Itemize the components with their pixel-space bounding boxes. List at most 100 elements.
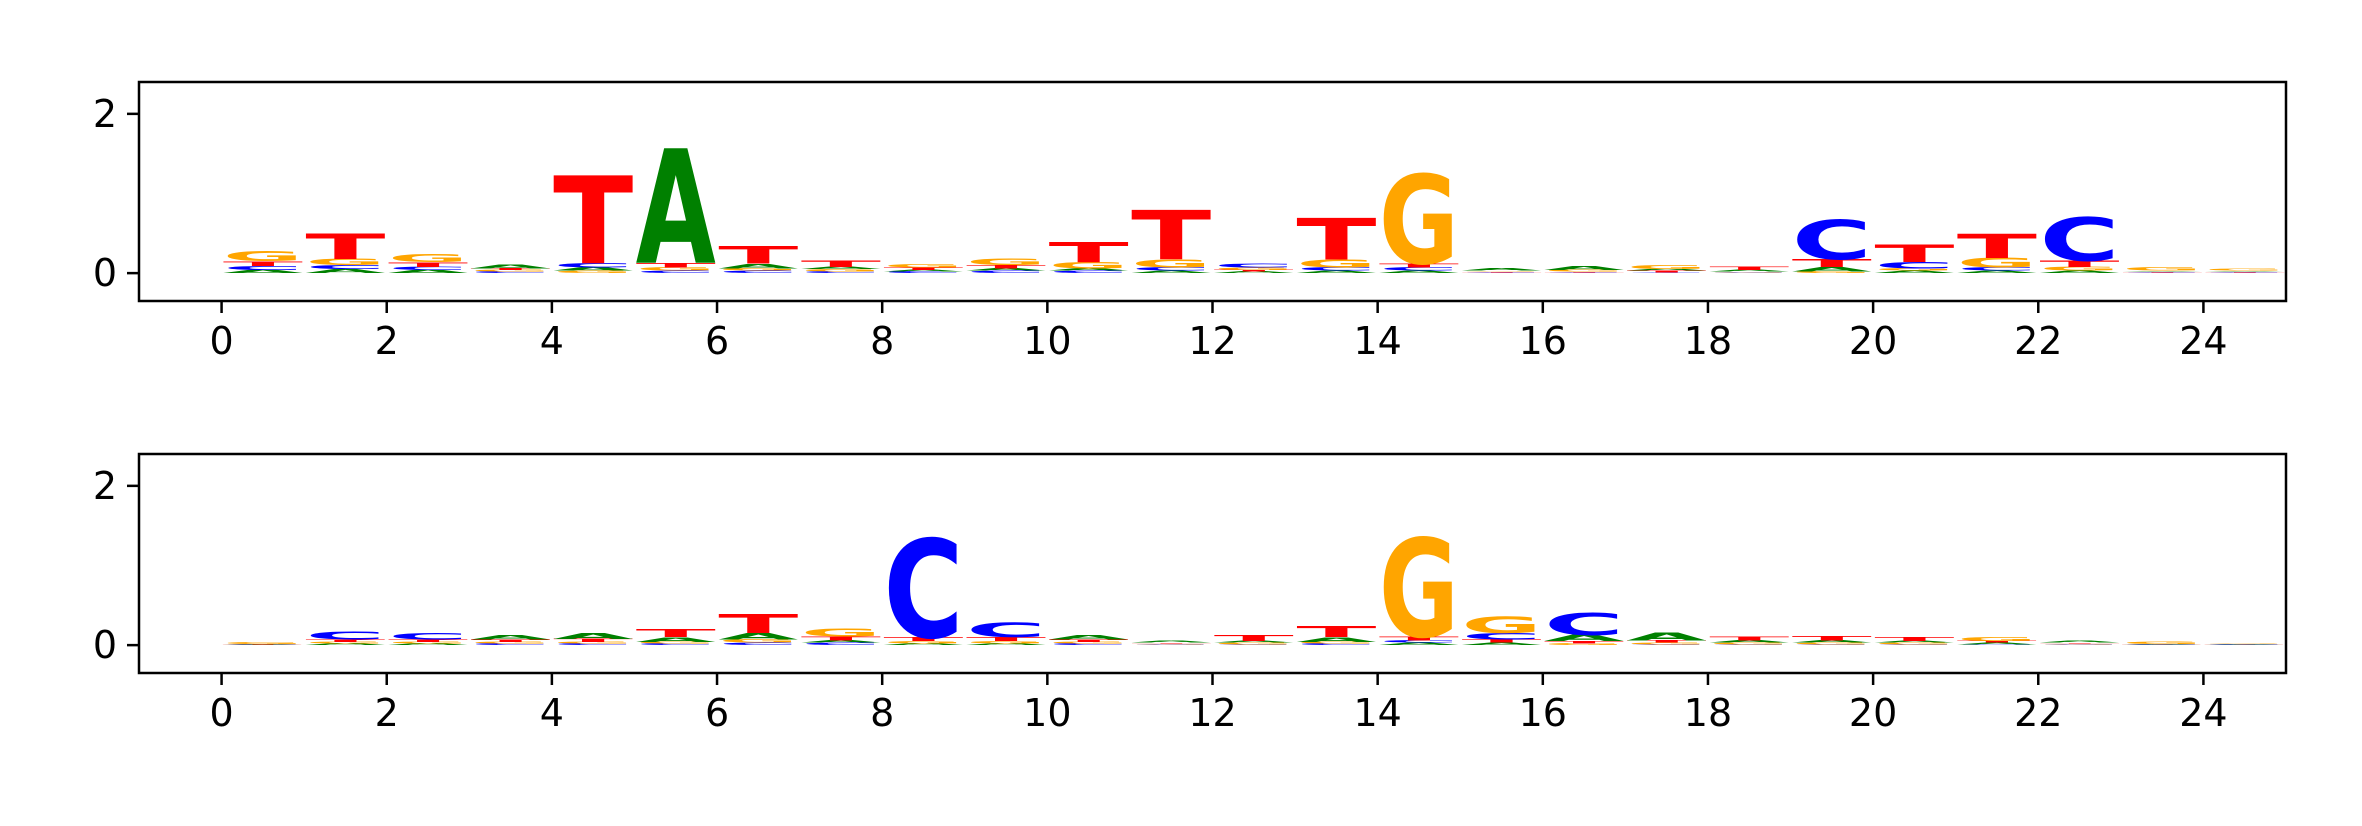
logo-letter-G-pos-2: G [388, 642, 468, 645]
logo-letter-G-pos-20: G [1874, 642, 1954, 645]
logo-letter-G-pos-14: G [1379, 511, 1459, 668]
logo-letter-A-pos-3: A [471, 634, 551, 642]
x-tick-label: 8 [870, 319, 894, 363]
logo-letter-G-pos-6: G [718, 639, 798, 644]
logo-letter-G-pos-7: G [801, 269, 881, 273]
logo-letter-G-pos-20: G [1874, 268, 1954, 272]
logo-letter-T-pos-0: T [223, 260, 303, 268]
y-tick-label: 0 [93, 623, 117, 667]
logo-letter-C-pos-23: C [2122, 272, 2202, 273]
logo-letter-T-pos-23: T [2122, 271, 2203, 272]
logo-letter-A-pos-0: A [223, 645, 304, 646]
logo-letter-G-pos-16: G [1544, 270, 1624, 273]
logo-letter-A-pos-16: A [1544, 265, 1624, 271]
x-tick-label: 10 [1023, 691, 1071, 735]
logo-letter-C-pos-12: C [1214, 263, 1294, 269]
logo-letter-T-pos-8: T [883, 267, 964, 271]
logo-letter-T-pos-17: T [1627, 640, 1708, 644]
logo-letter-A-pos-1: A [305, 643, 386, 646]
logo-letter-T-pos-8: T [883, 636, 964, 642]
logo-letter-C-pos-22: C [2040, 644, 2120, 645]
logo-letter-C-pos-24: C [2205, 272, 2285, 273]
logo-letter-C-pos-10: C [1049, 643, 1129, 646]
logo-letter-G-pos-8: G [883, 641, 963, 645]
logo-letter-A-pos-2: A [388, 269, 469, 274]
logo-letter-G-pos-7: G [801, 626, 881, 639]
logo-letter-A-pos-6: A [718, 262, 798, 270]
logo-letter-T-pos-24: T [2205, 644, 2286, 645]
logo-letter-T-pos-5: T [636, 261, 716, 269]
logo-letter-G-pos-13: G [1296, 258, 1376, 271]
logo-letter-A-pos-10: A [1049, 268, 1130, 272]
logo-letter-G-pos-21: G [1957, 636, 2037, 642]
logo-letter-C-pos-8: C [883, 512, 963, 669]
logo-letter-A-pos-10: A [1049, 634, 1129, 642]
logo-letter-A-pos-3: A [471, 263, 551, 269]
logo-letter-A-pos-18: A [1709, 640, 1790, 644]
logo-letter-C-pos-12: C [1214, 644, 1294, 645]
logo-letter-C-pos-15: C [1461, 632, 1541, 642]
y-tick-label: 0 [93, 251, 117, 295]
logo-letter-T-pos-11: T [1131, 643, 1212, 644]
logo-letter-G-pos-21: G [1957, 256, 2037, 271]
logo-letter-T-pos-15: T [1461, 271, 1542, 272]
logo-letter-C-pos-2: C [388, 266, 468, 271]
logo-letter-A-pos-1: A [305, 268, 385, 274]
logo-letter-C-pos-5: C [636, 643, 716, 646]
logo-letter-C-pos-5: C [636, 270, 716, 274]
logo-letter-C-pos-11: C [1131, 644, 1211, 645]
logo-letter-C-pos-14: C [1379, 640, 1459, 644]
logo-letter-T-pos-19: T [1792, 257, 1872, 270]
logo-letter-A-pos-24: A [2205, 271, 2286, 272]
logo-letter-C-pos-9: C [966, 270, 1046, 274]
logo-letter-A-pos-13: A [1296, 270, 1377, 274]
logo-letter-G-pos-18: G [1709, 642, 1789, 645]
x-tick-label: 22 [2014, 691, 2062, 735]
logo-letter-A-pos-8: A [883, 643, 964, 646]
logo-letter-T-pos-18: T [1709, 635, 1790, 641]
logo-letter-T-pos-20: T [1874, 240, 1954, 268]
logo-letter-G-pos-9: G [966, 257, 1046, 267]
logo-letter-C-pos-6: C [718, 642, 798, 646]
logo-letter-T-pos-3: T [471, 639, 552, 643]
x-tick-label: 12 [1188, 319, 1236, 363]
x-tick-label: 20 [1849, 691, 1897, 735]
logo-letter-G-pos-10: G [1049, 260, 1129, 270]
x-tick-label: 14 [1353, 691, 1401, 735]
y-tick-label: 2 [93, 464, 117, 508]
logo-letter-G-pos-5: G [636, 267, 716, 272]
logo-letter-A-pos-20: A [1874, 270, 1955, 274]
logo-letter-T-pos-15: T [1461, 639, 1542, 644]
logo-letter-G-pos-24: G [2205, 643, 2285, 644]
logo-letter-T-pos-14: T [1379, 635, 1460, 641]
logo-letter-A-pos-11: A [1131, 270, 1212, 274]
logo-letter-G-pos-2: G [388, 252, 468, 265]
logo-letter-A-pos-22: A [2040, 270, 2121, 274]
logo-letter-A-pos-14: A [1379, 270, 1460, 274]
logo-letter-T-pos-0: T [223, 644, 304, 645]
logo-letter-T-pos-10: T [1049, 237, 1129, 269]
logo-letter-C-pos-3: C [471, 271, 551, 274]
logo-letter-T-pos-9: T [966, 264, 1047, 269]
x-tick-label: 10 [1023, 319, 1071, 363]
logo-letter-G-pos-8: G [883, 264, 963, 269]
logo-letter-A-pos-23: A [2122, 271, 2203, 272]
logo-letter-C-pos-21: C [1957, 644, 2037, 645]
logo-letter-A-pos-9: A [966, 268, 1047, 272]
logo-letter-C-pos-7: C [801, 642, 881, 646]
logo-letter-G-pos-12: G [1214, 642, 1294, 645]
logo-letter-G-pos-1: G [305, 257, 385, 267]
logo-letter-A-pos-2: A [388, 643, 469, 646]
y-tick-label: 2 [93, 92, 117, 136]
logo-letter-C-pos-9: C [966, 619, 1046, 642]
logo-letter-A-pos-0: A [223, 269, 304, 274]
logo-letter-T-pos-1: T [305, 227, 385, 267]
logo-letter-A-pos-12: A [1214, 641, 1295, 644]
logo-letter-G-pos-14: G [1379, 151, 1459, 294]
logo-letter-G-pos-11: G [1131, 643, 1211, 644]
x-tick-label: 24 [2179, 319, 2227, 363]
logo-letter-C-pos-21: C [1957, 267, 2037, 272]
logo-letter-C-pos-7: C [801, 271, 881, 274]
